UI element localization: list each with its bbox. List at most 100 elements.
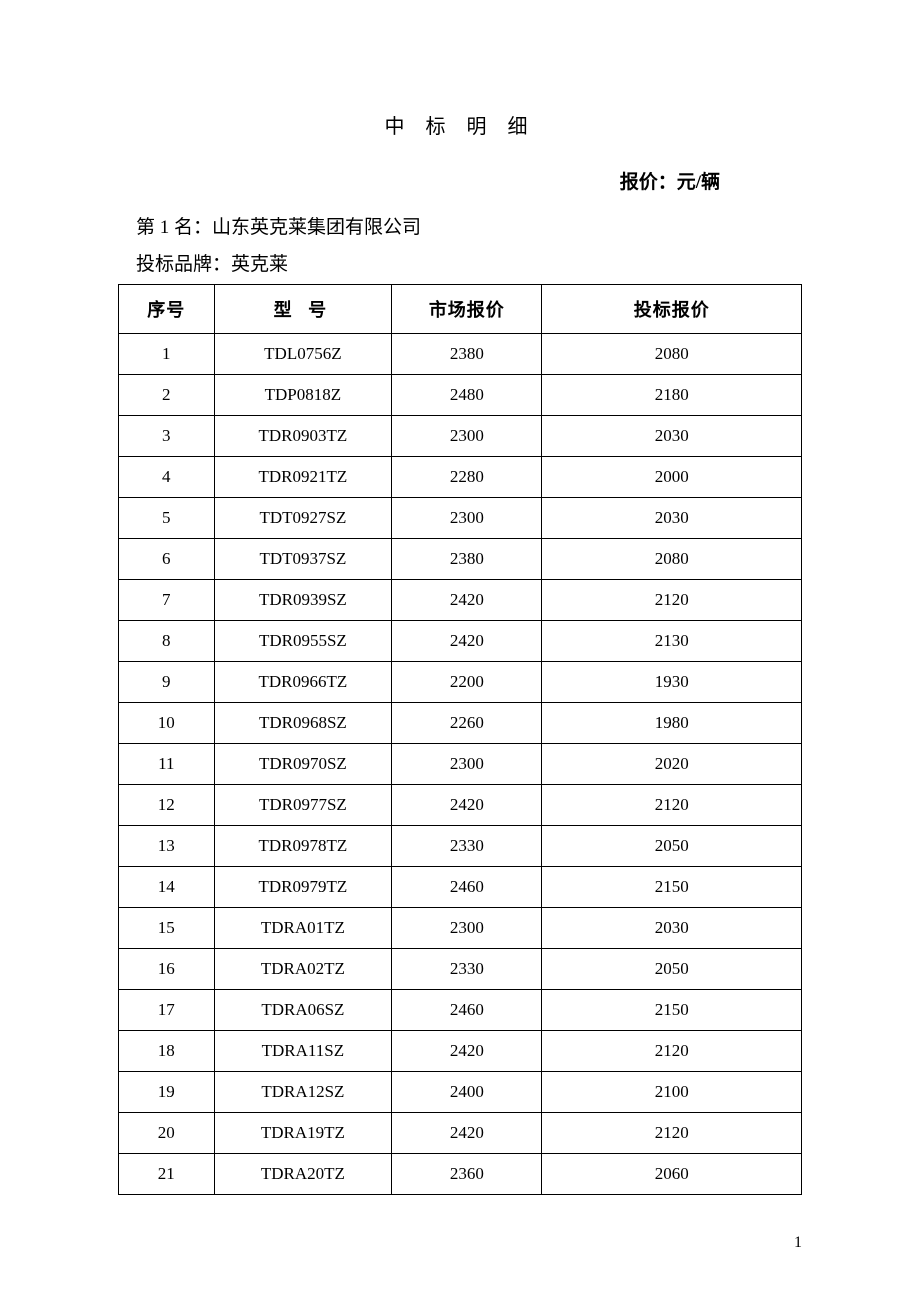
table-row: 21TDRA20TZ23602060 bbox=[119, 1154, 802, 1195]
table-row: 10TDR0968SZ22601980 bbox=[119, 703, 802, 744]
page-number: 1 bbox=[794, 1234, 802, 1252]
table-row: 1TDL0756Z23802080 bbox=[119, 334, 802, 375]
cell-market: 2420 bbox=[392, 785, 542, 826]
table-row: 9TDR0966TZ22001930 bbox=[119, 662, 802, 703]
cell-bid: 2080 bbox=[542, 539, 802, 580]
cell-model: TDR0966TZ bbox=[214, 662, 392, 703]
cell-seq: 10 bbox=[119, 703, 215, 744]
brand-line: 投标品牌：英克莱 bbox=[118, 249, 802, 276]
cell-bid: 2120 bbox=[542, 1113, 802, 1154]
cell-market: 2360 bbox=[392, 1154, 542, 1195]
rank-line: 第 1 名：山东英克莱集团有限公司 bbox=[118, 212, 802, 239]
cell-bid: 2050 bbox=[542, 949, 802, 990]
table-row: 8TDR0955SZ24202130 bbox=[119, 621, 802, 662]
cell-market: 2480 bbox=[392, 375, 542, 416]
table-row: 17TDRA06SZ24602150 bbox=[119, 990, 802, 1031]
cell-model: TDRA12SZ bbox=[214, 1072, 392, 1113]
cell-bid: 2050 bbox=[542, 826, 802, 867]
cell-market: 2460 bbox=[392, 990, 542, 1031]
cell-market: 2380 bbox=[392, 334, 542, 375]
cell-model: TDR0903TZ bbox=[214, 416, 392, 457]
cell-market: 2300 bbox=[392, 416, 542, 457]
table-row: 6TDT0937SZ23802080 bbox=[119, 539, 802, 580]
cell-seq: 15 bbox=[119, 908, 215, 949]
cell-model: TDR0939SZ bbox=[214, 580, 392, 621]
cell-seq: 8 bbox=[119, 621, 215, 662]
cell-market: 2260 bbox=[392, 703, 542, 744]
cell-market: 2420 bbox=[392, 621, 542, 662]
cell-market: 2200 bbox=[392, 662, 542, 703]
cell-model: TDR0977SZ bbox=[214, 785, 392, 826]
cell-seq: 9 bbox=[119, 662, 215, 703]
cell-bid: 2180 bbox=[542, 375, 802, 416]
table-row: 20TDRA19TZ24202120 bbox=[119, 1113, 802, 1154]
cell-bid: 2030 bbox=[542, 498, 802, 539]
cell-seq: 12 bbox=[119, 785, 215, 826]
cell-bid: 2120 bbox=[542, 785, 802, 826]
table-row: 4TDR0921TZ22802000 bbox=[119, 457, 802, 498]
table-row: 18TDRA11SZ24202120 bbox=[119, 1031, 802, 1072]
cell-market: 2420 bbox=[392, 580, 542, 621]
cell-market: 2400 bbox=[392, 1072, 542, 1113]
cell-seq: 3 bbox=[119, 416, 215, 457]
cell-market: 2420 bbox=[392, 1113, 542, 1154]
cell-seq: 11 bbox=[119, 744, 215, 785]
cell-market: 2300 bbox=[392, 744, 542, 785]
cell-market: 2460 bbox=[392, 867, 542, 908]
cell-bid: 1930 bbox=[542, 662, 802, 703]
cell-market: 2300 bbox=[392, 498, 542, 539]
header-model: 型 号 bbox=[214, 285, 392, 334]
header-seq: 序号 bbox=[119, 285, 215, 334]
cell-bid: 2100 bbox=[542, 1072, 802, 1113]
table-row: 16TDRA02TZ23302050 bbox=[119, 949, 802, 990]
cell-model: TDP0818Z bbox=[214, 375, 392, 416]
cell-bid: 2060 bbox=[542, 1154, 802, 1195]
cell-model: TDRA06SZ bbox=[214, 990, 392, 1031]
cell-seq: 6 bbox=[119, 539, 215, 580]
table-row: 5TDT0927SZ23002030 bbox=[119, 498, 802, 539]
cell-model: TDRA20TZ bbox=[214, 1154, 392, 1195]
cell-seq: 19 bbox=[119, 1072, 215, 1113]
cell-model: TDR0968SZ bbox=[214, 703, 392, 744]
table-row: 15TDRA01TZ23002030 bbox=[119, 908, 802, 949]
cell-market: 2420 bbox=[392, 1031, 542, 1072]
header-bid-price: 投标报价 bbox=[542, 285, 802, 334]
cell-model: TDRA11SZ bbox=[214, 1031, 392, 1072]
cell-bid: 2120 bbox=[542, 580, 802, 621]
cell-model: TDRA19TZ bbox=[214, 1113, 392, 1154]
table-row: 19TDRA12SZ24002100 bbox=[119, 1072, 802, 1113]
cell-seq: 16 bbox=[119, 949, 215, 990]
cell-market: 2380 bbox=[392, 539, 542, 580]
cell-seq: 14 bbox=[119, 867, 215, 908]
cell-model: TDR0978TZ bbox=[214, 826, 392, 867]
cell-seq: 18 bbox=[119, 1031, 215, 1072]
cell-seq: 4 bbox=[119, 457, 215, 498]
table-row: 14TDR0979TZ24602150 bbox=[119, 867, 802, 908]
bid-table: 序号 型 号 市场报价 投标报价 1TDL0756Z238020802TDP08… bbox=[118, 284, 802, 1195]
cell-seq: 20 bbox=[119, 1113, 215, 1154]
cell-model: TDL0756Z bbox=[214, 334, 392, 375]
cell-bid: 2080 bbox=[542, 334, 802, 375]
cell-bid: 2150 bbox=[542, 867, 802, 908]
cell-bid: 2120 bbox=[542, 1031, 802, 1072]
cell-market: 2300 bbox=[392, 908, 542, 949]
cell-bid: 2020 bbox=[542, 744, 802, 785]
table-row: 7TDR0939SZ24202120 bbox=[119, 580, 802, 621]
cell-model: TDT0937SZ bbox=[214, 539, 392, 580]
table-row: 2TDP0818Z24802180 bbox=[119, 375, 802, 416]
cell-bid: 2150 bbox=[542, 990, 802, 1031]
table-row: 11TDR0970SZ23002020 bbox=[119, 744, 802, 785]
cell-seq: 7 bbox=[119, 580, 215, 621]
table-header-row: 序号 型 号 市场报价 投标报价 bbox=[119, 285, 802, 334]
cell-model: TDR0955SZ bbox=[214, 621, 392, 662]
cell-bid: 1980 bbox=[542, 703, 802, 744]
cell-market: 2280 bbox=[392, 457, 542, 498]
table-body: 1TDL0756Z238020802TDP0818Z248021803TDR09… bbox=[119, 334, 802, 1195]
cell-model: TDR0970SZ bbox=[214, 744, 392, 785]
cell-seq: 1 bbox=[119, 334, 215, 375]
table-row: 3TDR0903TZ23002030 bbox=[119, 416, 802, 457]
cell-market: 2330 bbox=[392, 826, 542, 867]
cell-model: TDRA01TZ bbox=[214, 908, 392, 949]
table-row: 12TDR0977SZ24202120 bbox=[119, 785, 802, 826]
cell-seq: 17 bbox=[119, 990, 215, 1031]
